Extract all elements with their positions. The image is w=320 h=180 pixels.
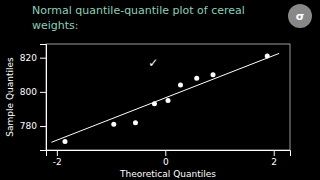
tick: 0 [163, 150, 169, 167]
x-axis-title: Theoretical Quantiles [119, 169, 216, 179]
tick-mark [40, 126, 46, 127]
title: Normal quantile-quantile plot of cereal [32, 4, 245, 17]
tick-label: -2 [53, 157, 62, 167]
logo-text: σ [296, 10, 305, 23]
plot-frame [46, 44, 290, 150]
subtitle: weights: [32, 19, 79, 32]
reference-line [51, 53, 279, 142]
tick: -2 [53, 150, 62, 167]
tick-label: 820 [20, 53, 37, 63]
point [62, 139, 67, 144]
point [133, 120, 138, 125]
y-axis-title: Sample Quantiles [5, 57, 15, 137]
tick: 800 [20, 87, 46, 97]
point [194, 76, 199, 81]
axis-line [40, 45, 47, 151]
tick-mark [57, 150, 58, 156]
tick-mark [40, 58, 46, 59]
tick-mark [40, 92, 46, 93]
tick-mark [274, 150, 275, 156]
tick-mark [165, 150, 166, 156]
tick-label: 800 [20, 87, 37, 97]
tick-label: 2 [271, 157, 277, 167]
marks [51, 53, 279, 144]
x-axis: -2 0 2 [47, 150, 291, 167]
axis-line [47, 151, 291, 157]
annotation: ✓ [148, 56, 158, 70]
tick-label: 780 [20, 121, 37, 131]
plot: -2 0 2 780 800 820 ✓ [20, 44, 291, 167]
chart: Normal quantile-quantile plot of cereal w… [0, 0, 320, 180]
logo [288, 4, 312, 28]
point [111, 122, 116, 127]
point [178, 83, 183, 88]
point [211, 72, 216, 77]
point [166, 98, 171, 103]
tick-label: 0 [163, 157, 169, 167]
tick: 820 [20, 53, 46, 63]
tick: 780 [20, 121, 46, 131]
y-axis: 780 800 820 [20, 45, 47, 151]
tick: 2 [271, 150, 277, 167]
